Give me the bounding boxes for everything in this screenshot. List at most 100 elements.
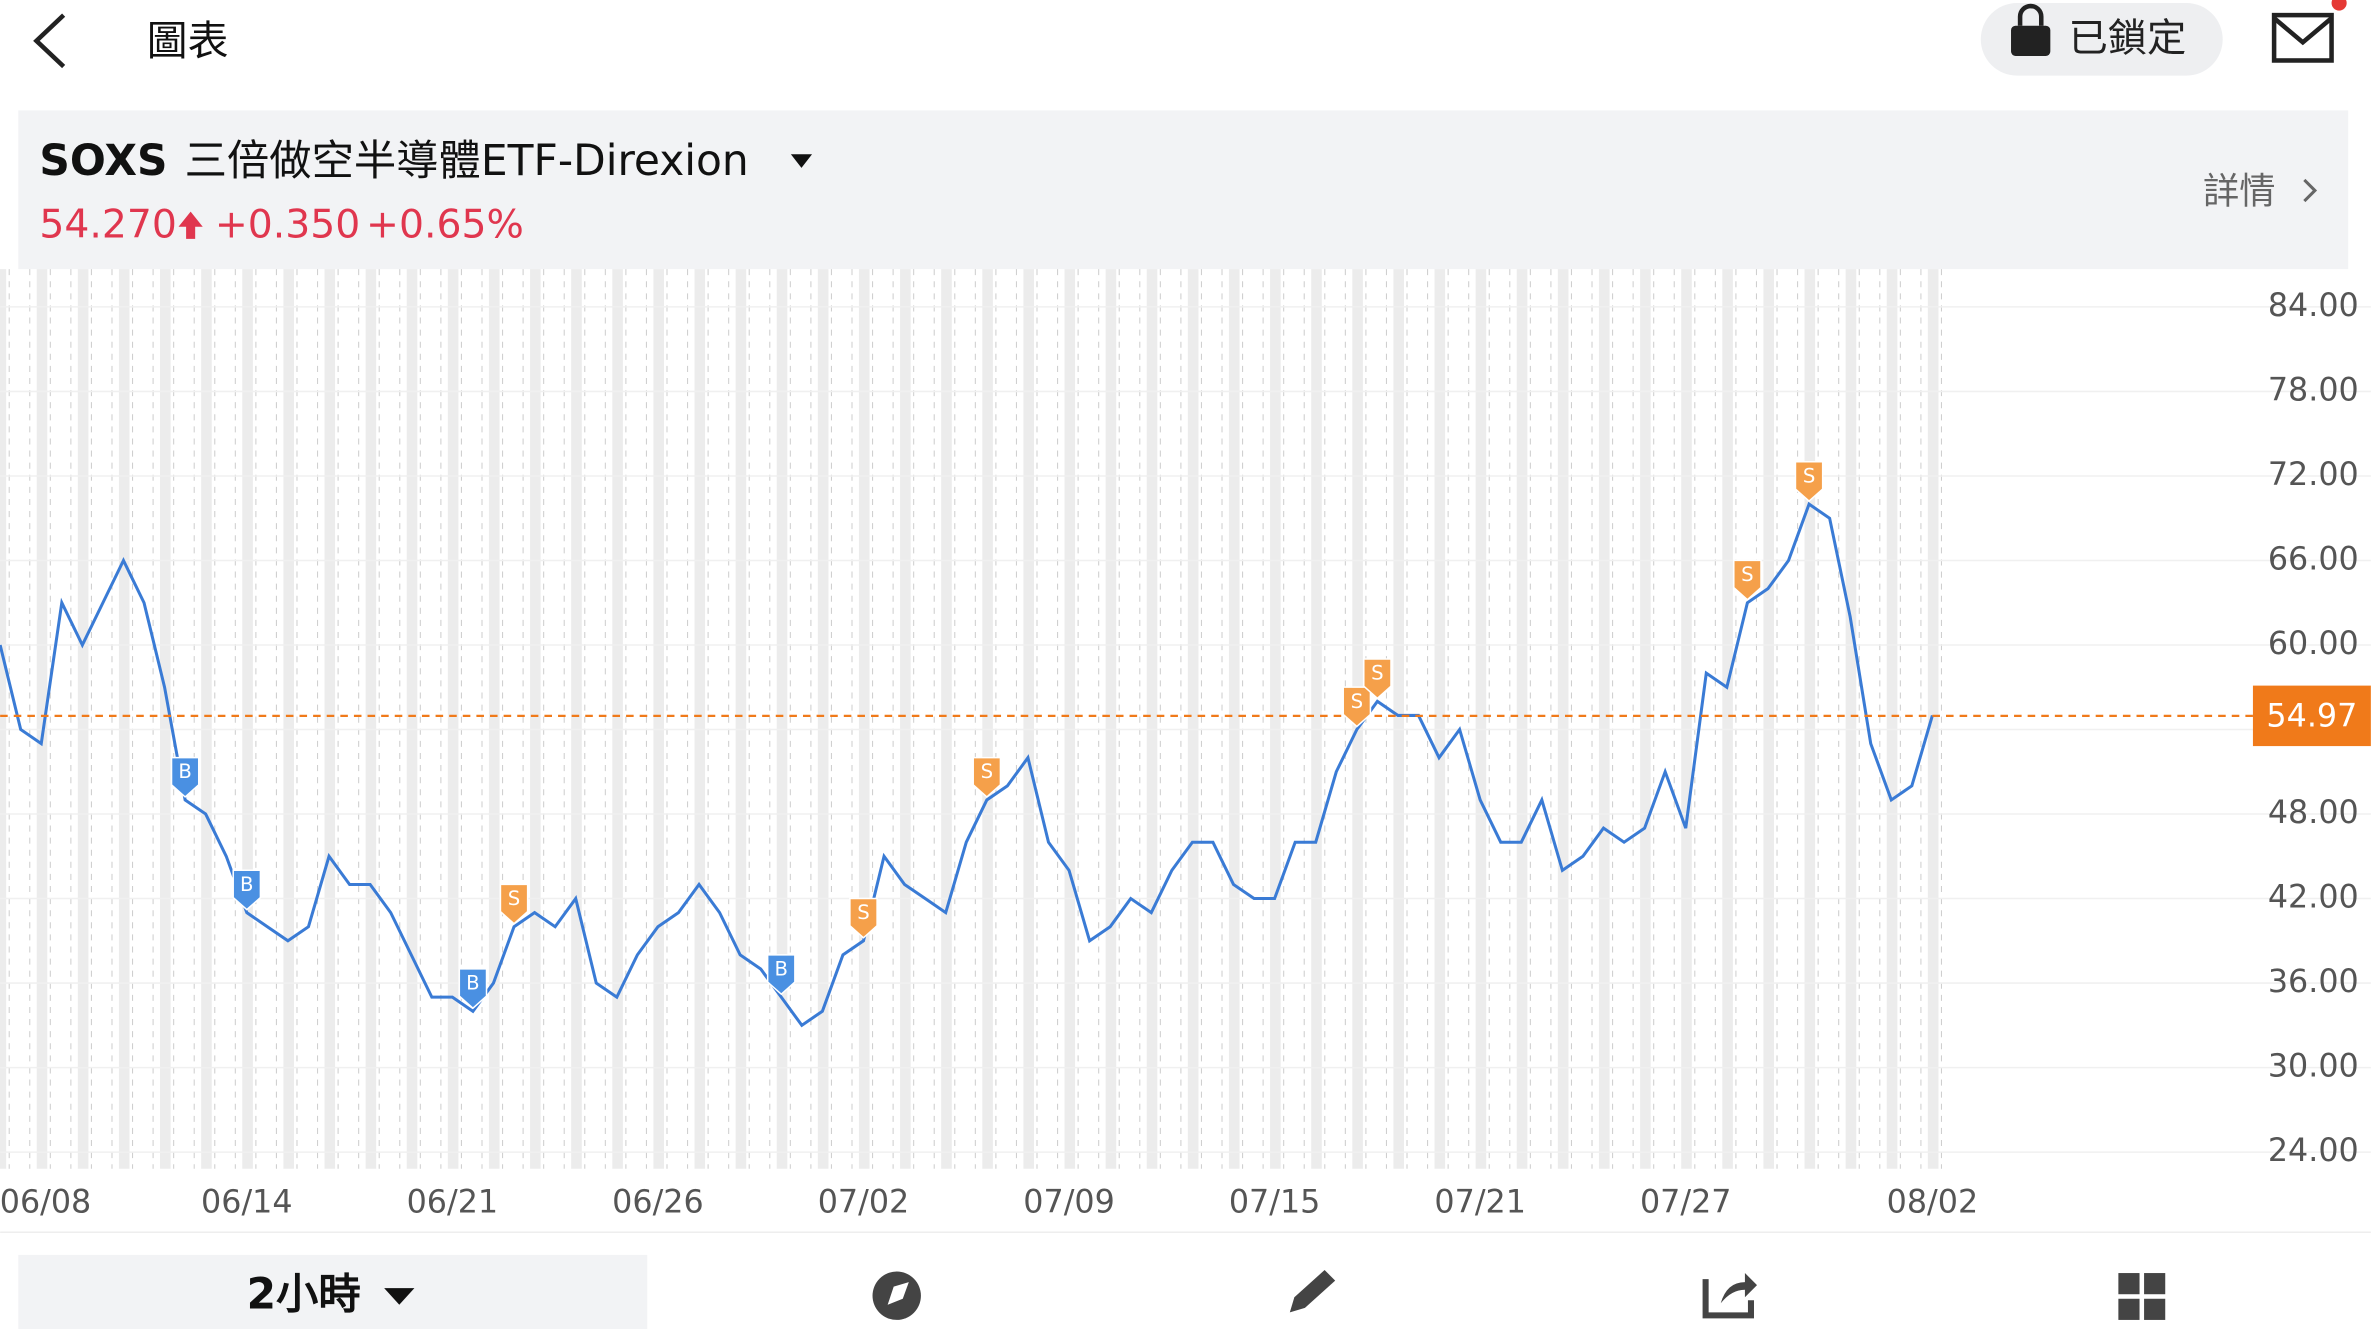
details-link[interactable]: 詳情: [2203, 170, 2276, 213]
y-tick-label: 72.00: [2268, 457, 2359, 493]
price-line: [0, 501, 1934, 1028]
stripe: [77, 269, 89, 1169]
trade-marker: [972, 756, 1002, 798]
stripe: [447, 269, 459, 1169]
mail-flap: [2272, 16, 2334, 46]
x-tick-label: 07/15: [1229, 1185, 1321, 1221]
security-name: 三倍做空半導體ETF-Direxion: [185, 136, 749, 185]
layout-button[interactable]: [2118, 1273, 2166, 1320]
x-tick-label: 07/21: [1434, 1185, 1526, 1221]
trade-marker: [232, 869, 262, 911]
stripe: [118, 269, 130, 1169]
stripe: [1146, 269, 1158, 1169]
stripe: [488, 269, 500, 1169]
trade-marker: [849, 897, 878, 939]
y-tick-label: 60.00: [2268, 626, 2359, 662]
x-tick-label: 06/08: [0, 1185, 91, 1221]
share-button[interactable]: [1702, 1279, 1754, 1319]
lock-shackle: [2017, 3, 2044, 26]
stripe: [1516, 269, 1528, 1169]
stripe: [858, 269, 870, 1169]
mail-icon[interactable]: [2271, 12, 2334, 63]
trade-marker-label: B: [466, 972, 479, 995]
y-tick-label: 42.00: [2268, 880, 2359, 916]
stripe: [900, 269, 911, 1169]
stripe: [365, 269, 377, 1169]
symbol: SOXS: [39, 136, 167, 185]
stripe: [1270, 269, 1281, 1169]
stripe: [1763, 269, 1775, 1169]
stripe: [941, 269, 952, 1169]
stripe: [653, 269, 664, 1169]
quote-panel: [18, 110, 2349, 270]
interval-tab[interactable]: [18, 1254, 648, 1329]
grid-cell: [2144, 1298, 2166, 1320]
x-tick-label: 07/27: [1640, 1185, 1732, 1221]
y-tick-label: 30.00: [2268, 1049, 2359, 1085]
stripe: [1228, 269, 1240, 1169]
stripe: [1722, 269, 1733, 1169]
stripe: [1927, 269, 1939, 1169]
chart: 24.0030.0036.0042.0048.0054.0060.0066.00…: [0, 269, 2371, 1221]
stripe: [1187, 269, 1199, 1169]
stripe: [1105, 269, 1117, 1169]
lock-icon: [2011, 25, 2051, 56]
x-tick-label: 06/21: [407, 1185, 499, 1221]
stripe: [324, 269, 336, 1169]
page-title: 圖表: [147, 17, 229, 65]
interval-label: 2小時: [247, 1270, 361, 1319]
lock-label: 已鎖定: [2068, 16, 2186, 61]
compass-needle: [887, 1282, 909, 1305]
y-tick-label: 48.00: [2268, 795, 2359, 831]
x-tick-label: 07/09: [1023, 1185, 1115, 1221]
grid-cell: [2144, 1273, 2166, 1295]
notification-dot: [2331, 0, 2347, 11]
stripe: [0, 269, 7, 1169]
stripe: [530, 269, 541, 1169]
stripe: [776, 269, 788, 1169]
stripe: [1434, 269, 1446, 1169]
stripe: [817, 269, 829, 1169]
trade-marker: [1733, 559, 1762, 601]
trade-marker: [170, 756, 200, 798]
change-pct: +0.65%: [366, 202, 524, 247]
stripe: [571, 269, 582, 1169]
back-button[interactable]: [33, 13, 66, 69]
stripe: [242, 269, 253, 1169]
change: +0.350: [215, 202, 360, 247]
stripe: [1845, 269, 1857, 1169]
trade-marker-label: S: [857, 901, 869, 924]
stripe: [735, 269, 747, 1169]
stripe: [1311, 269, 1322, 1169]
stripe: [1393, 269, 1404, 1169]
reference-label: 54.97: [2266, 698, 2357, 734]
trade-marker-label: S: [1371, 662, 1383, 685]
reference-box: [2252, 685, 2371, 747]
y-tick-label: 36.00: [2268, 964, 2359, 1000]
stripe: [160, 269, 171, 1169]
trade-marker-label: B: [178, 760, 191, 783]
stripe: [1598, 269, 1610, 1169]
dropdown-arrow[interactable]: [790, 154, 813, 168]
x-tick-label: 06/14: [201, 1185, 293, 1221]
stripe: [1064, 269, 1076, 1169]
y-tick-label: 66.00: [2268, 541, 2359, 577]
y-tick-label: 78.00: [2268, 372, 2359, 408]
trade-marker: [499, 883, 529, 925]
trade-marker: [1794, 461, 1824, 503]
stripe: [612, 269, 623, 1169]
stripe: [1886, 269, 1898, 1169]
x-tick-label: 06/26: [612, 1185, 704, 1221]
x-tick-label: 08/02: [1887, 1185, 1979, 1221]
stripe: [1681, 269, 1692, 1169]
stripe: [694, 269, 706, 1169]
trade-marker-label: S: [1803, 464, 1815, 487]
y-tick-label: 24.00: [2268, 1133, 2359, 1169]
y-tick-label: 84.00: [2268, 288, 2359, 324]
grid-cell: [2118, 1298, 2140, 1320]
share-arrow: [1720, 1273, 1758, 1304]
draw-button[interactable]: [1289, 1270, 1336, 1313]
stripe: [1557, 269, 1569, 1169]
trade-marker: [766, 954, 796, 996]
